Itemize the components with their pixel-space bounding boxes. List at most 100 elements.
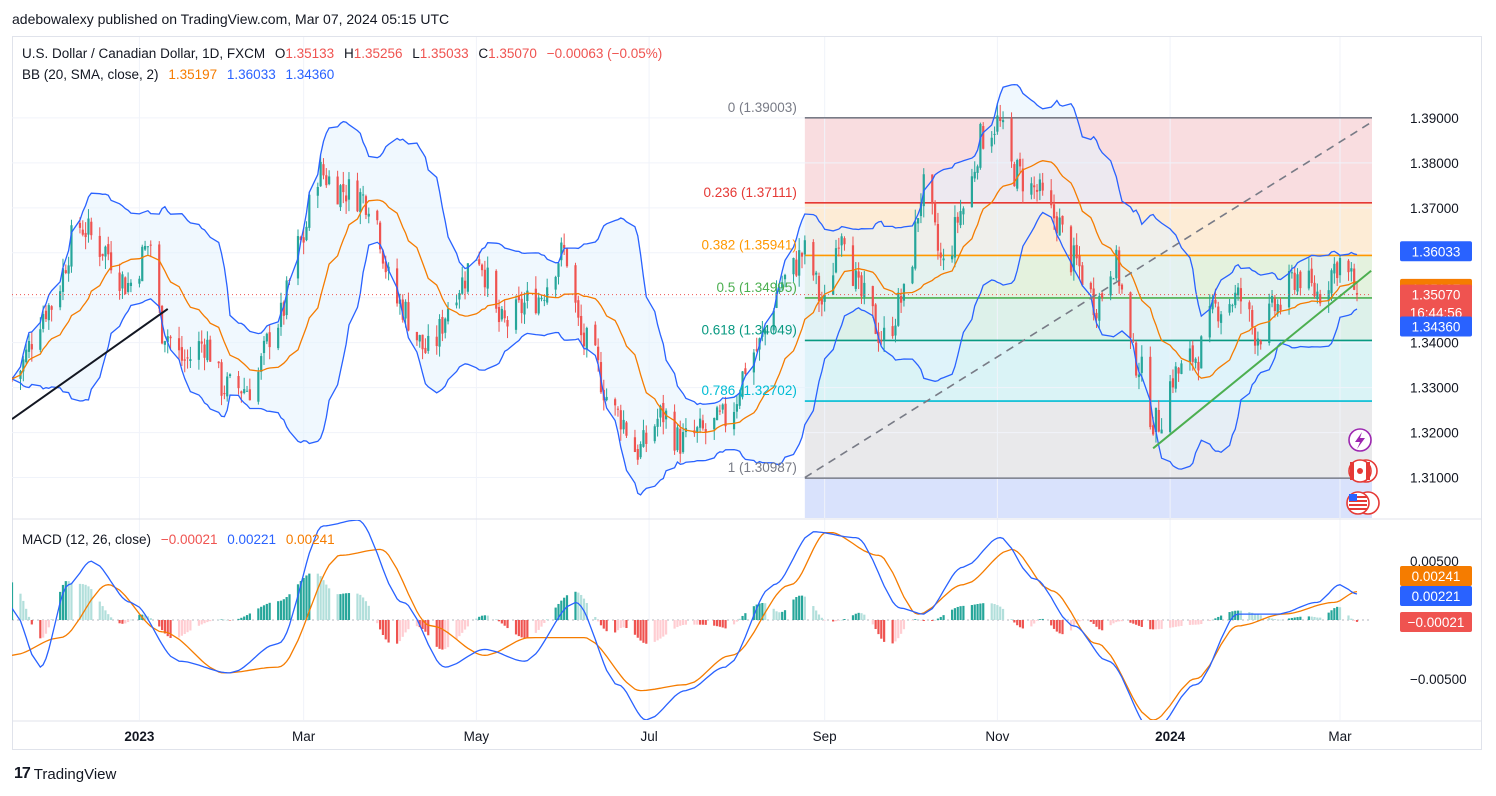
candle-body (735, 404, 738, 412)
candle-body (1251, 309, 1254, 327)
lightning-icon[interactable] (1348, 428, 1372, 452)
candle (1058, 208, 1061, 236)
macd-histogram-bar (1171, 620, 1175, 628)
candle (1021, 158, 1024, 204)
macd-histogram-bar (22, 600, 25, 620)
candle (245, 385, 249, 392)
candle-body (359, 192, 362, 213)
candle-body (1191, 345, 1194, 362)
candle (1333, 257, 1336, 284)
candle (662, 394, 665, 435)
candle-body (732, 411, 736, 430)
macd-histogram-bar (1092, 620, 1095, 624)
macd-histogram-bar (322, 580, 325, 620)
footer-brand[interactable]: 17 TradingView (14, 765, 116, 783)
candle (1296, 268, 1299, 296)
candle (837, 237, 840, 257)
macd-histogram-bar (662, 620, 665, 637)
macd-histogram-bar (243, 616, 246, 620)
macd-histogram-bar (741, 615, 744, 620)
y-tick-label: 1.39000 (1410, 111, 1459, 126)
macd-histogram-bar (78, 583, 82, 620)
macd-histogram-bar (1307, 616, 1310, 620)
candle-body (186, 357, 189, 359)
macd-histogram-bar (982, 603, 985, 620)
candle-body (203, 344, 206, 358)
candle (619, 404, 622, 441)
candle (44, 305, 48, 322)
candle (438, 314, 441, 357)
canada-flag-icon[interactable] (1348, 459, 1378, 483)
candle (721, 403, 724, 414)
candle (1072, 237, 1075, 281)
event-icons[interactable] (1346, 428, 1380, 515)
candle (735, 395, 738, 419)
candle-body (554, 276, 557, 290)
macd-histogram-bar (435, 620, 438, 647)
candle (248, 378, 251, 401)
macd-histogram-bar (1115, 620, 1118, 623)
candle (979, 122, 982, 170)
candle (1115, 245, 1118, 281)
macd-histogram-bar (126, 620, 130, 623)
macd-histogram-bar (843, 619, 846, 620)
macd-histogram-bar (900, 620, 903, 634)
candle (84, 222, 87, 250)
candle-body (339, 185, 342, 208)
macd-histogram-bar (1236, 610, 1240, 620)
candle-body (1018, 158, 1022, 167)
candle (704, 423, 707, 445)
candle-body (1061, 215, 1064, 225)
candle-body (832, 275, 835, 295)
candle (795, 250, 798, 278)
candle-body (891, 326, 894, 337)
macd-histogram-bar (537, 620, 540, 630)
macd-histogram-bar (104, 610, 107, 620)
macd-histogram-bar (1129, 620, 1132, 623)
macd-histogram-bar (59, 591, 62, 620)
macd-histogram-bar (939, 616, 942, 620)
candle-body (418, 335, 421, 342)
macd-histogram-bar (874, 620, 877, 630)
macd-histogram-bar (933, 619, 937, 621)
macd-histogram-bar (585, 603, 588, 620)
macd-histogram-bar (1270, 618, 1274, 620)
candle-body (1152, 425, 1155, 435)
candle (262, 336, 266, 365)
macd-histogram-bar (345, 593, 348, 620)
chart-canvas[interactable]: 0 (1.39003) 0.236 (1.37111) 0.382 (1.35941… (0, 0, 1496, 760)
candle-body (871, 286, 874, 307)
macd-histogram-bar (563, 597, 566, 620)
candle-body (1347, 260, 1350, 273)
candle (897, 288, 900, 327)
macd-histogram-bar (577, 592, 580, 620)
macd-histogram-bar (257, 608, 260, 620)
candle-body (520, 298, 523, 314)
candle (243, 377, 246, 395)
canada-flag-leaf (1357, 468, 1363, 474)
candle (1154, 407, 1158, 443)
macd-histogram-bar (1041, 618, 1044, 620)
candle-body (455, 302, 458, 306)
macd-histogram-bar (265, 603, 268, 620)
candle (226, 372, 229, 402)
candle-body (466, 263, 469, 292)
macd-histogram-bar (67, 581, 70, 620)
macd-histogram-bar (1137, 620, 1141, 626)
candle-body (933, 201, 937, 223)
macd-histogram-bar (296, 584, 300, 620)
macd-histogram-bar (1140, 620, 1143, 627)
macd-histogram-bar (919, 620, 923, 621)
candle-body (362, 194, 365, 196)
candle-body (217, 361, 220, 364)
candle-body (427, 335, 430, 351)
candle-body (480, 264, 484, 271)
candle (1137, 362, 1141, 390)
trend-lines[interactable] (12, 121, 1372, 479)
usa-flag-icon[interactable] (1346, 491, 1380, 515)
candle (1149, 346, 1152, 430)
candle-body (517, 296, 520, 301)
candle (546, 278, 549, 305)
candle-body (245, 390, 249, 392)
candle (177, 326, 181, 359)
